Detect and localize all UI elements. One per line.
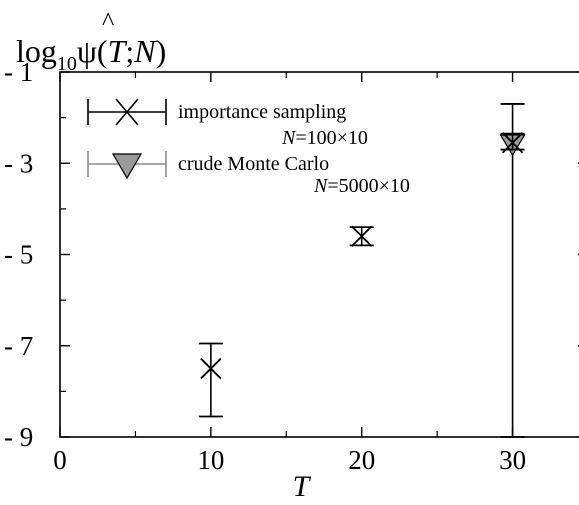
y-axis-title-psi: ψ xyxy=(77,33,97,69)
legend-label-crude-monte-carlo: crude Monte Carlo xyxy=(178,153,329,175)
y-tick-label: - 1 xyxy=(4,57,33,87)
legend-label-importance-sampling: importance sampling xyxy=(178,101,346,123)
x-tick-label: 20 xyxy=(348,445,375,475)
y-tick-label: - 7 xyxy=(4,331,33,361)
legend-n-importance: N=100×10 xyxy=(281,127,368,149)
legend-n-crude-N: N xyxy=(313,175,329,197)
x-tick-label: 0 xyxy=(53,445,67,475)
legend-n-crude: N=5000×10 xyxy=(313,175,410,197)
legend-n-importance-runs: 10 xyxy=(348,127,368,149)
y-axis-title-semi: ; xyxy=(125,33,134,69)
y-axis-title-T: T xyxy=(108,33,128,69)
y-tick-label: - 9 xyxy=(4,422,33,452)
legend-n-crude-mult: × xyxy=(379,175,390,197)
marks-layer xyxy=(198,103,526,438)
y-axis-title: log10ψ(T;N) xyxy=(16,33,166,75)
y-axis-title-hat: ^ xyxy=(102,7,114,36)
ticks-layer: 0 10 20 30 - 1 - 3 - 5 - 7 - 9 xyxy=(4,57,579,475)
data-point-x-marker xyxy=(351,225,373,247)
y-axis-title-open: ( xyxy=(97,33,108,69)
y-axis-title-sub: 10 xyxy=(57,53,77,75)
legend-n-crude-value: =5000 xyxy=(327,175,378,197)
x-marker-stroke xyxy=(501,132,524,154)
x-tick-label: 10 xyxy=(197,445,224,475)
legend: importance sampling N=100×10 crude Monte… xyxy=(87,98,410,197)
y-axis-title-N: N xyxy=(133,33,157,69)
x-tick-label: 30 xyxy=(499,445,526,475)
legend-n-importance-N: N xyxy=(281,127,297,149)
x-marker-stroke xyxy=(200,357,222,380)
legend-x-marker xyxy=(115,98,139,126)
y-tick-label: - 3 xyxy=(4,148,33,178)
y-axis-title-log: log xyxy=(16,33,57,69)
y-tick-label: - 5 xyxy=(4,240,33,270)
data-point-x-marker xyxy=(200,357,222,380)
legend-item-crude-monte-carlo: crude Monte Carlo N=5000×10 xyxy=(87,151,410,197)
legend-n-importance-mult: × xyxy=(337,127,348,149)
legend-item-importance-sampling: importance sampling N=100×10 xyxy=(87,98,368,149)
data-point-x-marker xyxy=(501,132,524,154)
x-axis-title: T xyxy=(293,470,312,500)
legend-triangle-marker xyxy=(111,153,143,180)
x-marker-stroke xyxy=(351,225,373,247)
legend-n-crude-runs: 10 xyxy=(390,175,410,197)
legend-n-importance-value: =100 xyxy=(295,127,336,149)
y-axis-title-close: ) xyxy=(156,33,167,69)
